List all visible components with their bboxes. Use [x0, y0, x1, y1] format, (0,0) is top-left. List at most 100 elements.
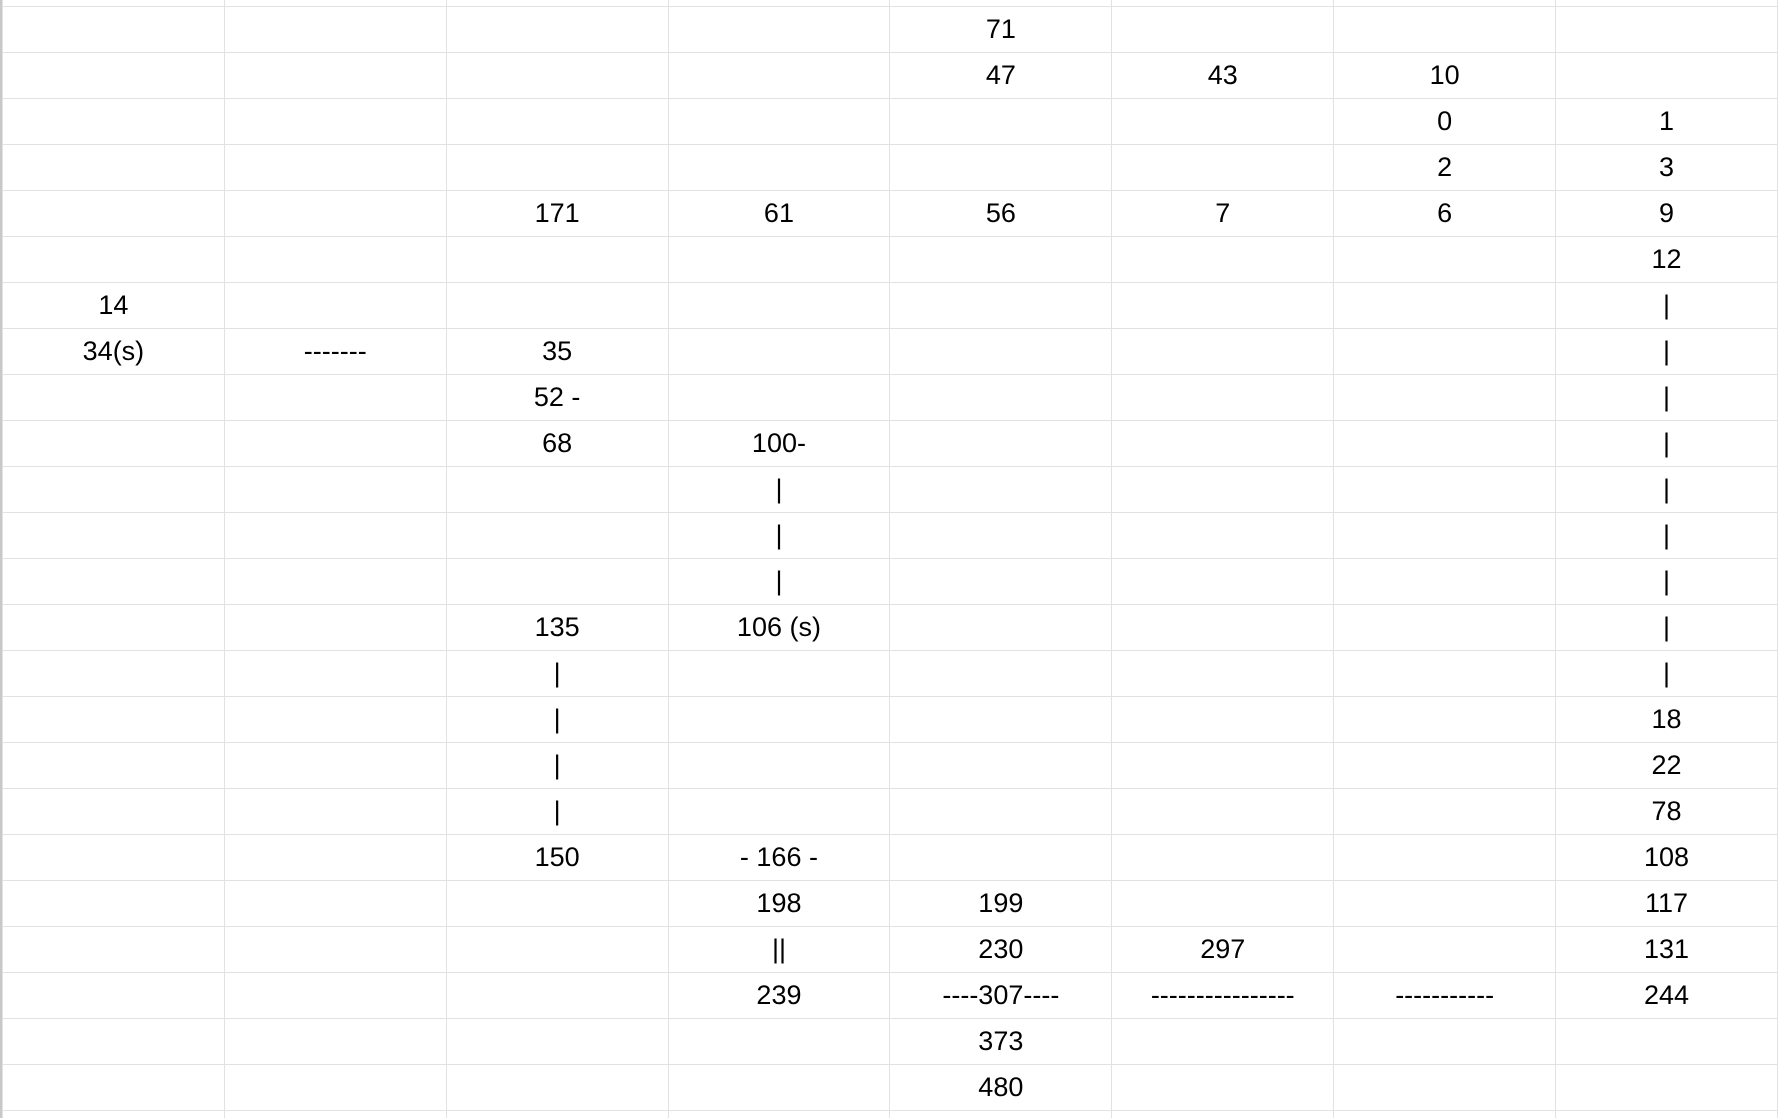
- grid-cell[interactable]: [1111, 1110, 1335, 1118]
- grid-cell[interactable]: [445, 1064, 669, 1111]
- grid-cell[interactable]: [223, 420, 447, 467]
- grid-cell[interactable]: 480: [889, 1064, 1113, 1111]
- grid-cell[interactable]: [667, 236, 891, 283]
- grid-cell[interactable]: |: [445, 742, 669, 789]
- grid-cell[interactable]: [223, 1018, 447, 1065]
- grid-cell[interactable]: [2, 52, 225, 99]
- grid-cell[interactable]: [2, 972, 225, 1019]
- grid-cell[interactable]: [223, 742, 447, 789]
- grid-cell[interactable]: [1111, 558, 1335, 605]
- grid-cell[interactable]: [889, 420, 1113, 467]
- grid-cell[interactable]: [1333, 328, 1557, 375]
- grid-cell[interactable]: |: [667, 466, 891, 513]
- grid-cell[interactable]: [1111, 420, 1335, 467]
- grid-cell[interactable]: [2, 466, 225, 513]
- grid-cell[interactable]: |: [1555, 374, 1778, 421]
- grid-cell[interactable]: [445, 1018, 669, 1065]
- grid-cell[interactable]: 35: [445, 328, 669, 375]
- grid-cell[interactable]: [889, 328, 1113, 375]
- grid-cell[interactable]: [1111, 880, 1335, 927]
- grid-cell[interactable]: [1111, 834, 1335, 881]
- grid-cell[interactable]: [2, 236, 225, 283]
- grid-cell[interactable]: |: [1555, 420, 1778, 467]
- grid-cell[interactable]: [2, 1110, 225, 1118]
- grid-cell[interactable]: [445, 880, 669, 927]
- grid-cell[interactable]: [223, 374, 447, 421]
- grid-cell[interactable]: [1111, 466, 1335, 513]
- grid-cell[interactable]: [2, 1064, 225, 1111]
- grid-cell[interactable]: [223, 880, 447, 927]
- grid-cell[interactable]: ||: [667, 926, 891, 973]
- grid-cell[interactable]: [667, 328, 891, 375]
- grid-cell[interactable]: [889, 98, 1113, 145]
- grid-cell[interactable]: [1555, 1064, 1778, 1111]
- grid-cell[interactable]: [223, 650, 447, 697]
- grid-cell[interactable]: - 166 -: [667, 834, 891, 881]
- grid-cell[interactable]: 3: [1555, 144, 1778, 191]
- grid-cell[interactable]: |: [1555, 328, 1778, 375]
- grid-cell[interactable]: [667, 1018, 891, 1065]
- grid-cell[interactable]: [445, 52, 669, 99]
- grid-cell[interactable]: [445, 236, 669, 283]
- grid-cell[interactable]: 244: [1555, 972, 1778, 1019]
- grid-cell[interactable]: 22: [1555, 742, 1778, 789]
- grid-cell[interactable]: [445, 1110, 669, 1118]
- grid-cell[interactable]: [1111, 1064, 1335, 1111]
- grid-cell[interactable]: [889, 788, 1113, 835]
- grid-cell[interactable]: [1111, 328, 1335, 375]
- grid-cell[interactable]: [445, 558, 669, 605]
- grid-cell[interactable]: 47: [889, 52, 1113, 99]
- grid-cell[interactable]: [1111, 742, 1335, 789]
- grid-cell[interactable]: [445, 972, 669, 1019]
- grid-cell[interactable]: [2, 1018, 225, 1065]
- grid-cell[interactable]: [1333, 926, 1557, 973]
- grid-cell[interactable]: 373: [889, 1018, 1113, 1065]
- grid-cell[interactable]: 10: [1333, 52, 1557, 99]
- grid-cell[interactable]: |: [1555, 558, 1778, 605]
- grid-cell[interactable]: 2: [1333, 144, 1557, 191]
- grid-cell[interactable]: |: [1555, 466, 1778, 513]
- grid-cell[interactable]: [223, 466, 447, 513]
- grid-cell[interactable]: [889, 512, 1113, 559]
- grid-cell[interactable]: [223, 558, 447, 605]
- grid-cell[interactable]: [2, 742, 225, 789]
- grid-cell[interactable]: |: [445, 650, 669, 697]
- grid-cell[interactable]: |: [445, 696, 669, 743]
- grid-cell[interactable]: |: [1555, 650, 1778, 697]
- grid-cell[interactable]: [223, 604, 447, 651]
- grid-cell[interactable]: [2, 144, 225, 191]
- grid-cell[interactable]: [223, 190, 447, 237]
- grid-cell[interactable]: [2, 650, 225, 697]
- grid-cell[interactable]: [1333, 1064, 1557, 1111]
- grid-cell[interactable]: 106 (s): [667, 604, 891, 651]
- grid-cell[interactable]: [1111, 650, 1335, 697]
- grid-cell[interactable]: |: [1555, 282, 1778, 329]
- grid-cell[interactable]: [667, 788, 891, 835]
- grid-cell[interactable]: [223, 926, 447, 973]
- grid-cell[interactable]: [223, 1064, 447, 1111]
- grid-cell[interactable]: [2, 374, 225, 421]
- grid-cell[interactable]: 71: [889, 6, 1113, 53]
- grid-cell[interactable]: [1111, 788, 1335, 835]
- grid-cell[interactable]: [889, 604, 1113, 651]
- grid-cell[interactable]: [1333, 512, 1557, 559]
- grid-cell[interactable]: [223, 696, 447, 743]
- grid-cell[interactable]: [1555, 52, 1778, 99]
- grid-cell[interactable]: 52 -: [445, 374, 669, 421]
- grid-cell[interactable]: [223, 236, 447, 283]
- grid-cell[interactable]: [1333, 374, 1557, 421]
- grid-cell[interactable]: [1333, 236, 1557, 283]
- grid-cell[interactable]: -----------: [1333, 972, 1557, 1019]
- grid-cell[interactable]: [1111, 98, 1335, 145]
- grid-cell[interactable]: [1111, 144, 1335, 191]
- grid-cell[interactable]: |: [1555, 512, 1778, 559]
- grid-cell[interactable]: [1333, 696, 1557, 743]
- grid-cell[interactable]: [223, 144, 447, 191]
- grid-cell[interactable]: [1111, 1018, 1335, 1065]
- grid-cell[interactable]: [445, 98, 669, 145]
- grid-cell[interactable]: [1333, 466, 1557, 513]
- grid-cell[interactable]: [667, 98, 891, 145]
- grid-cell[interactable]: [1555, 1018, 1778, 1065]
- grid-cell[interactable]: [667, 6, 891, 53]
- grid-cell[interactable]: [1333, 834, 1557, 881]
